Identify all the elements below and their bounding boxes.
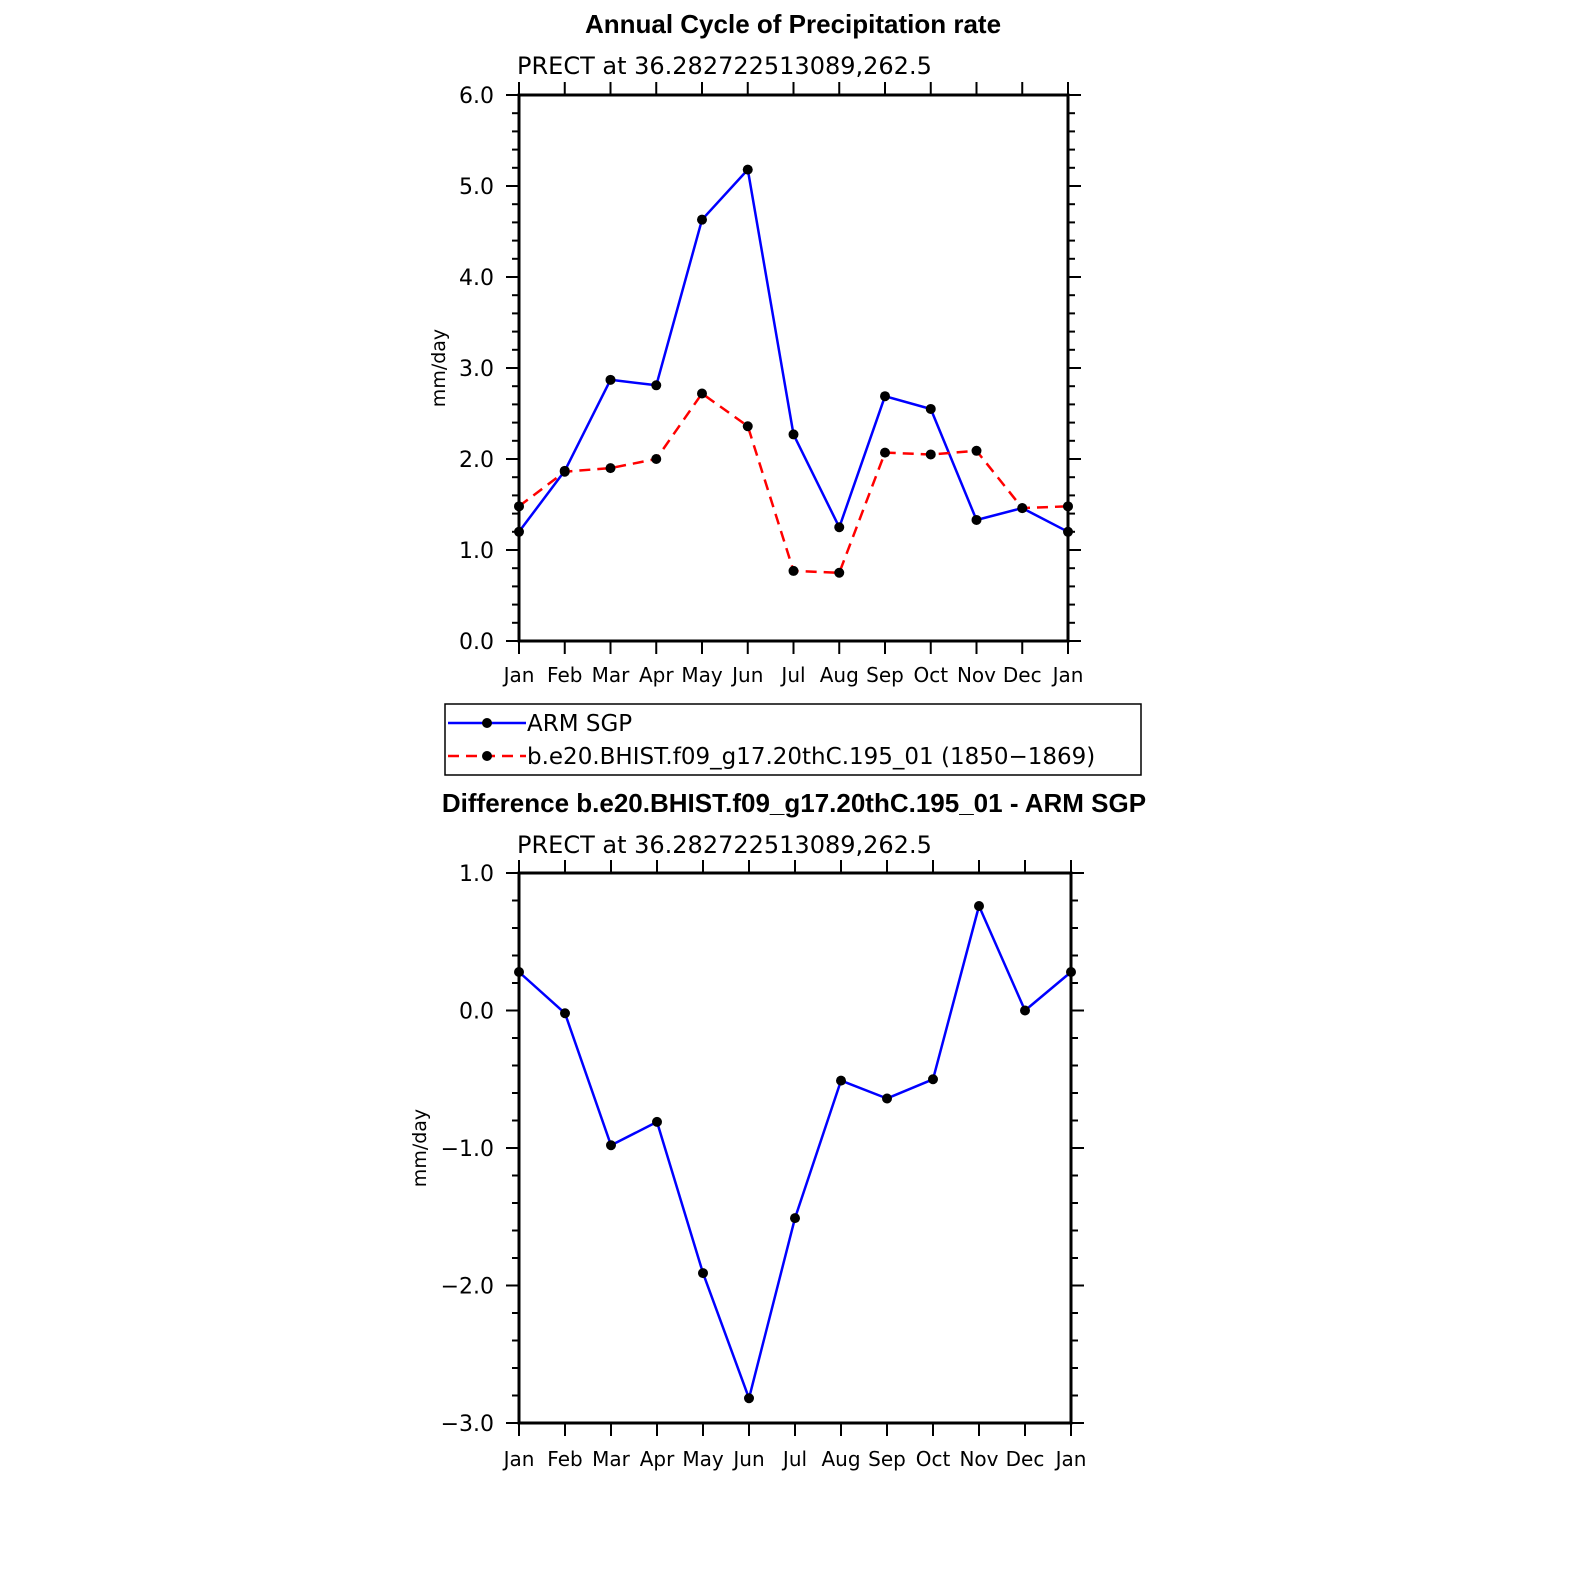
- legend-marker-model: [482, 751, 492, 761]
- series-line-0: [518, 904, 1072, 1400]
- series-0-point: [928, 1074, 938, 1085]
- x-tick-label: Jan: [1051, 663, 1084, 687]
- y-tick-label: 6.0: [459, 84, 494, 109]
- series-0-point: [742, 164, 753, 175]
- x-tick-label: Jan: [502, 663, 535, 687]
- chart-title: Difference b.e20.BHIST.f09_g17.20thC.195…: [442, 788, 1146, 818]
- series-1-point: [880, 447, 890, 458]
- series-0-point: [788, 429, 799, 440]
- series-0-point: [698, 1268, 708, 1279]
- series-0-point: [744, 1393, 754, 1404]
- series-1-point: [605, 463, 616, 474]
- x-tick-label: Mar: [592, 1447, 631, 1471]
- series-line-1: [518, 392, 1069, 575]
- series-0-point: [971, 514, 982, 525]
- series-0-point: [882, 1093, 892, 1104]
- series-1-point: [971, 445, 982, 456]
- plot-frame: [517, 871, 1073, 1425]
- series-1-point: [834, 567, 845, 578]
- series-0-point: [880, 391, 890, 402]
- series-1-point: [697, 388, 707, 399]
- legend-label-arm-sgp: ARM SGP: [527, 711, 632, 737]
- series-0-point: [836, 1075, 846, 1086]
- series-0-point: [1020, 1005, 1030, 1016]
- series-0-point: [560, 1008, 570, 1019]
- difference-chart: Difference b.e20.BHIST.f09_g17.20thC.195…: [409, 788, 1146, 1471]
- series-0-point: [974, 901, 984, 911]
- x-tick-label: Mar: [592, 663, 631, 687]
- chart-title: Annual Cycle of Precipitation rate: [585, 9, 1001, 39]
- plot-frame: [517, 93, 1070, 643]
- x-tick-labels: Jan Feb Mar Apr May Jun Jul Aug Sep Oct Nov Dec Jan: [502, 1447, 1087, 1471]
- x-tick-label: Jul: [781, 1447, 807, 1471]
- x-tick-label: Apr: [640, 1447, 675, 1471]
- series-1-point: [742, 421, 753, 432]
- x-tick-label: Jan: [502, 1447, 535, 1471]
- y-tick-label: 4.0: [459, 266, 494, 291]
- series-1-point: [788, 565, 799, 576]
- series-layer: [514, 164, 1073, 578]
- series-0-point: [605, 374, 616, 385]
- x-tick-label: Jul: [779, 663, 805, 687]
- series-0-point: [925, 403, 936, 414]
- y-tick-labels: −3.0 −2.0 −1.0 0.0 1.0: [441, 862, 494, 1437]
- x-tick-label: Jun: [731, 1447, 764, 1471]
- precipitation-chart: Annual Cycle of Precipitation rate PRECT…: [428, 9, 1083, 687]
- legend: ARM SGP b.e20.BHIST.f09_g17.20thC.195_01…: [444, 703, 1142, 776]
- y-tick-labels: 0.0 1.0 2.0 3.0 4.0 5.0 6.0: [459, 84, 494, 655]
- series-0-point: [651, 380, 662, 391]
- series-1-point: [559, 466, 570, 477]
- x-tick-label: Jun: [730, 663, 763, 687]
- x-tick-label: Nov: [959, 1447, 998, 1471]
- series-0-point: [834, 522, 845, 533]
- x-tick-label: Feb: [547, 1447, 582, 1471]
- legend-label-model: b.e20.BHIST.f09_g17.20thC.195_01 (1850−1…: [527, 744, 1095, 770]
- y-tick-label: 1.0: [459, 862, 494, 887]
- y-tick-label: −2.0: [441, 1275, 494, 1300]
- y-tick-label: 0.0: [459, 1000, 494, 1025]
- x-tick-labels: Jan Feb Mar Apr May Jun Jul Aug Sep Oct Nov Dec Jan: [502, 663, 1084, 687]
- x-tick-label: Aug: [820, 663, 859, 687]
- series-0-point: [606, 1140, 616, 1151]
- chart-subtitle: PRECT at 36.282722513089,262.5: [517, 52, 932, 80]
- x-tick-label: Sep: [868, 1447, 906, 1471]
- series-1-point: [1017, 503, 1028, 514]
- series-line-0: [518, 168, 1069, 533]
- y-axis-label: mm/day: [428, 329, 450, 407]
- legend-entry-arm-sgp: ARM SGP: [448, 711, 632, 737]
- x-tick-label: Oct: [916, 1447, 951, 1471]
- series-0-point: [790, 1213, 800, 1224]
- y-tick-label: −1.0: [441, 1137, 494, 1162]
- x-tick-label: Nov: [957, 663, 996, 687]
- x-tick-label: Aug: [821, 1447, 860, 1471]
- x-tick-label: Dec: [1006, 1447, 1045, 1471]
- y-tick-label: 3.0: [459, 357, 494, 382]
- y-tick-label: 5.0: [459, 175, 494, 200]
- x-tick-label: Jan: [1054, 1447, 1087, 1471]
- x-tick-label: Oct: [913, 663, 948, 687]
- y-axis-label: mm/day: [409, 1109, 431, 1187]
- chart-subtitle: PRECT at 36.282722513089,262.5: [517, 831, 932, 859]
- y-tick-label: 1.0: [459, 539, 494, 564]
- x-tick-label: May: [682, 1447, 724, 1471]
- y-tick-label: 2.0: [459, 448, 494, 473]
- series-0-point: [652, 1116, 662, 1127]
- x-tick-label: Dec: [1003, 663, 1042, 687]
- series-layer: [514, 901, 1076, 1404]
- legend-box: [444, 703, 1142, 776]
- series-1-point: [651, 454, 662, 464]
- x-tick-label: Feb: [547, 663, 582, 687]
- series-1-point: [925, 449, 936, 460]
- y-tick-label: −3.0: [441, 1412, 494, 1437]
- x-tick-label: May: [681, 663, 723, 687]
- y-tick-label: 0.0: [459, 630, 494, 655]
- series-0-point: [697, 214, 707, 225]
- legend-marker-arm-sgp: [482, 718, 492, 728]
- legend-entry-model: b.e20.BHIST.f09_g17.20thC.195_01 (1850−1…: [448, 744, 1095, 770]
- x-tick-label: Sep: [866, 663, 904, 687]
- x-tick-label: Apr: [639, 663, 674, 687]
